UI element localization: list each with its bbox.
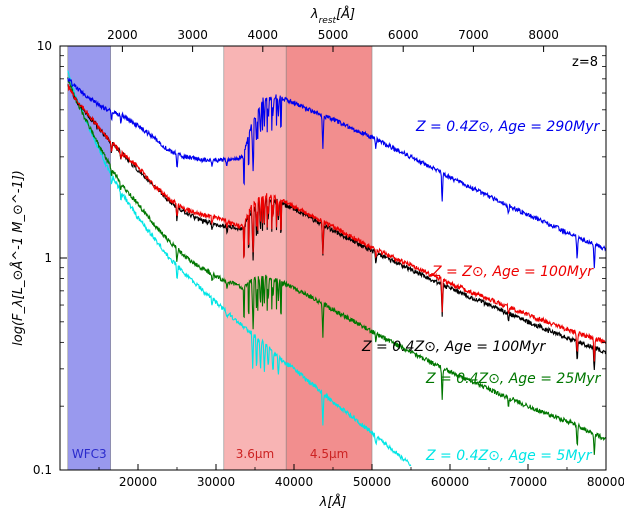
top-tick-label-2: 4000 (248, 28, 279, 42)
x-tick-label-3: 50000 (353, 475, 391, 489)
band-3 (285, 45, 373, 471)
y-tick-label-0: 0.1 (33, 463, 52, 477)
top-tick-label-0: 2000 (107, 28, 138, 42)
top-tick-label-4: 6000 (388, 28, 419, 42)
band-label-3: 4.5μm (310, 447, 348, 461)
x-tick-label-0: 20000 (119, 475, 157, 489)
x-tick-label-5: 70000 (509, 475, 547, 489)
x-tick-label-4: 60000 (431, 475, 469, 489)
x-tick-label-1: 30000 (197, 475, 235, 489)
top-axis-title-tail: [Å] (336, 6, 355, 22)
series-line-2 (67, 84, 606, 362)
series-label-3: Z = 0.4Z⊙, Age = 100Myr (361, 339, 547, 355)
series-line-4 (67, 77, 606, 455)
series-line-5 (67, 70, 412, 467)
x-tick-label-2: 40000 (275, 475, 313, 489)
bands-layer (67, 45, 373, 471)
series-label-1: Z = 0.4Z⊙, Age = 290Myr (415, 119, 601, 135)
redshift-tag: z=8 (572, 55, 598, 70)
y-tick-label-2: 10 (37, 39, 52, 53)
top-tick-label-5: 7000 (458, 28, 489, 42)
labels-layer: WFC3 3.6μm 4.5μm 20000 30000 40000 50000 60000 7… (10, 6, 624, 510)
x-axis-title: λ[Å] (319, 494, 347, 510)
series-layer (67, 70, 606, 467)
y-axis-title: log(F_λ[L_⊙Å^-1 M_⊙^-1]) (10, 170, 26, 346)
top-tick-label-3: 5000 (318, 28, 349, 42)
axes-layer (59, 45, 607, 471)
series-line-1 (67, 77, 606, 269)
top-axis-title: λrest[Å] (310, 6, 355, 26)
band-label-1: WFC3 (72, 447, 107, 461)
series-group (67, 70, 606, 467)
band-label-2: 3.6μm (236, 447, 274, 461)
series-label-2: Z = Z⊙, Age = 100Myr (431, 264, 594, 280)
band-2 (223, 45, 287, 471)
y-tick-label-1: 1 (44, 251, 52, 265)
x-tick-label-6: 80000 (587, 475, 624, 489)
series-label-4: Z = 0.4Z⊙, Age = 25Myr (425, 371, 602, 387)
top-axis-title-main: λ (310, 7, 319, 22)
top-tick-label-6: 8000 (528, 28, 559, 42)
top-tick-label-1: 3000 (177, 28, 208, 42)
series-label-5: Z = 0.4Z⊙, Age = 5Myr (425, 448, 593, 464)
top-axis-title-sub: rest (319, 16, 337, 26)
